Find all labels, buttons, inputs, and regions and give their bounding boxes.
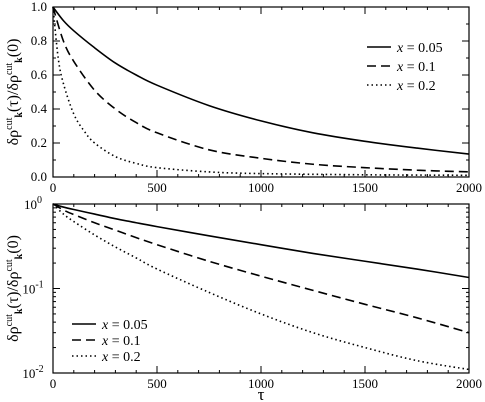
legend-label: x = 0.05 xyxy=(101,318,148,333)
y-tick-label: 100 xyxy=(24,195,42,212)
series-line-solid xyxy=(52,6,470,155)
legend-label: x = 0.1 xyxy=(396,60,436,75)
x-axis-label: τ xyxy=(258,385,265,402)
series-line-dashed xyxy=(52,6,470,173)
y-tick-label: 0.8 xyxy=(31,33,47,48)
y-tick-label: 0.2 xyxy=(31,135,47,150)
x-tick-label: 1000 xyxy=(248,376,274,391)
x-tick-label: 2000 xyxy=(456,180,482,195)
y-tick-label: 0.4 xyxy=(31,101,48,116)
y-tick-label: 0.0 xyxy=(31,169,47,184)
x-tick-label: 1500 xyxy=(352,180,378,195)
x-tick-label: 500 xyxy=(147,180,167,195)
x-tick-label: 500 xyxy=(147,376,167,391)
series-line-dotted xyxy=(52,6,470,177)
x-tick-label: 0 xyxy=(50,376,57,391)
legend-label: x = 0.1 xyxy=(101,334,141,349)
y-tick-label: 1.0 xyxy=(31,0,47,14)
series-line-dotted xyxy=(52,203,470,371)
y-axis-label: δρcutk(τ)/δρcutk(0) xyxy=(4,39,25,146)
series-line-dashed xyxy=(52,203,470,334)
series-line-solid xyxy=(52,203,470,279)
x-tick-label: 2000 xyxy=(456,376,482,391)
y-tick-label: 10-2 xyxy=(22,364,43,381)
x-tick-label: 0 xyxy=(50,180,57,195)
top-panel: 0 500 1000 1500 2000 0.0 0.2 0.4 0.6 0.8 1.0 x = 0.… xyxy=(4,0,482,195)
x-tick-label: 1500 xyxy=(352,376,378,391)
legend-label: x = 0.05 xyxy=(396,41,443,56)
x-tick-label: 1000 xyxy=(248,180,274,195)
y-axis-label: δρcutk(τ)/δρcutk(0) xyxy=(4,235,25,342)
y-tick-label: 0.6 xyxy=(31,67,48,82)
legend-label: x = 0.2 xyxy=(396,79,436,94)
legend-label: x = 0.2 xyxy=(101,350,141,365)
y-tick-label: 10-1 xyxy=(22,280,43,297)
